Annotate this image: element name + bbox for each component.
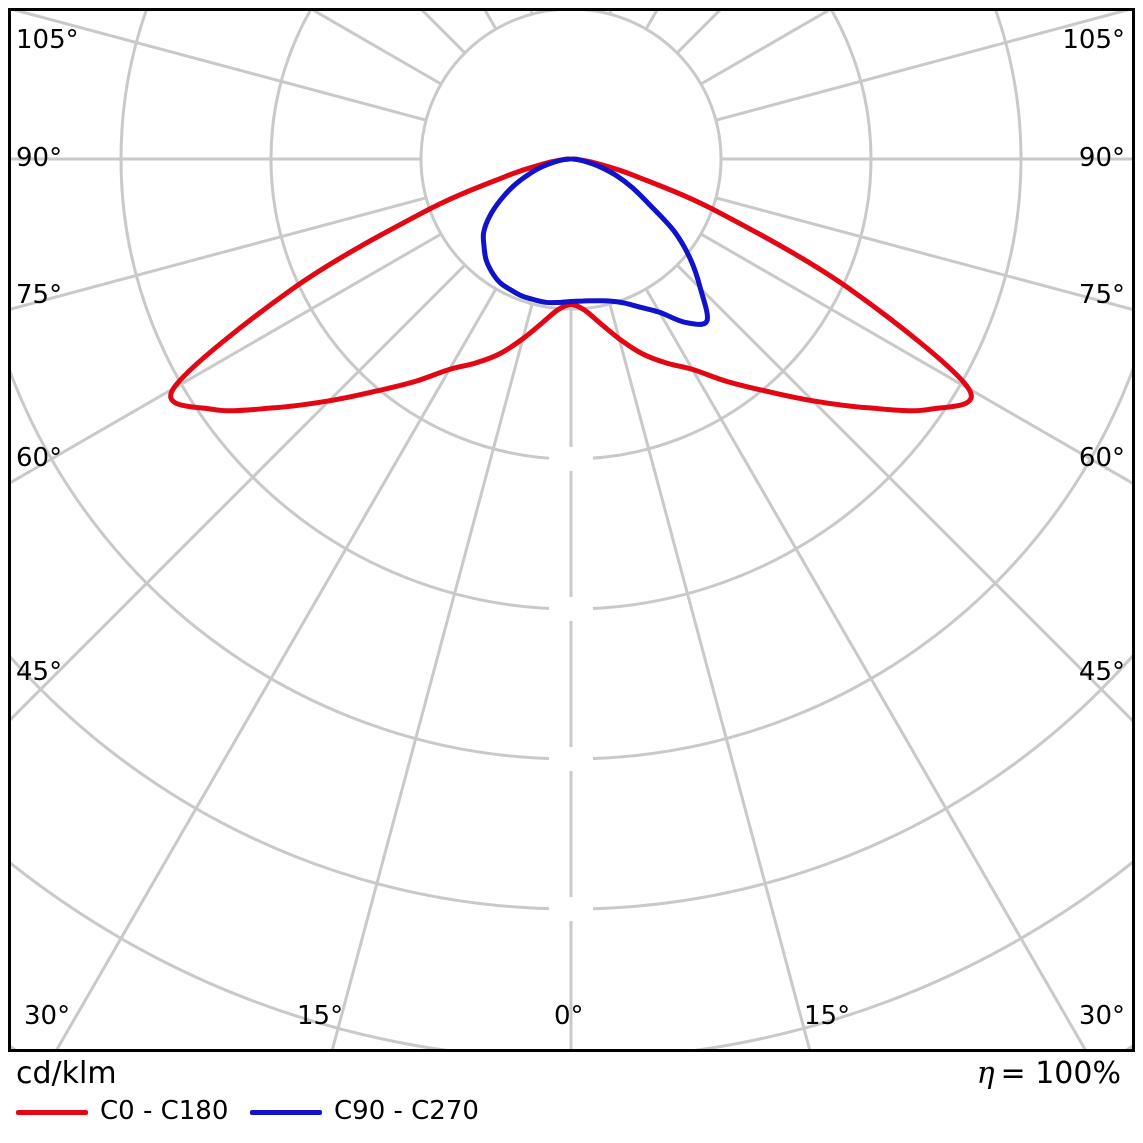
polar-chart-svg [11, 11, 1132, 1049]
angle-label-right-60: 60° [1078, 443, 1125, 473]
angle-label-right-90: 90° [1078, 143, 1125, 173]
angle-label-right-75: 75° [1078, 280, 1125, 310]
eta-value: = 100% [1000, 1056, 1121, 1091]
angle-label-bottom-30r: 30° [1078, 1001, 1125, 1031]
units-label: cd/klm [16, 1056, 117, 1091]
legend-swatch-c0 [16, 1110, 88, 1115]
polar-plot-area [8, 8, 1135, 1052]
legend-label-c0: C0 - C180 [100, 1096, 229, 1126]
legend-label-c90: C90 - C270 [334, 1096, 479, 1126]
eta-symbol: η [976, 1056, 995, 1091]
angle-label-bottom-30l: 30° [24, 1001, 71, 1031]
angle-label-left-60: 60° [16, 443, 63, 473]
angle-label-bottom-15r: 15° [804, 1001, 851, 1031]
angle-label-left-90: 90° [16, 143, 63, 173]
angle-label-right-105: 105° [1062, 25, 1125, 55]
angle-label-bottom-15l: 15° [297, 1001, 344, 1031]
legend-swatch-c90 [250, 1110, 322, 1115]
angle-label-left-75: 75° [16, 280, 63, 310]
angle-label-left-45: 45° [16, 657, 63, 687]
angle-label-right-45: 45° [1078, 657, 1125, 687]
angle-label-bottom-0: 0° [554, 1001, 584, 1031]
efficiency-label: η = 100% [977, 1056, 1121, 1091]
angle-label-left-105: 105° [16, 25, 79, 55]
